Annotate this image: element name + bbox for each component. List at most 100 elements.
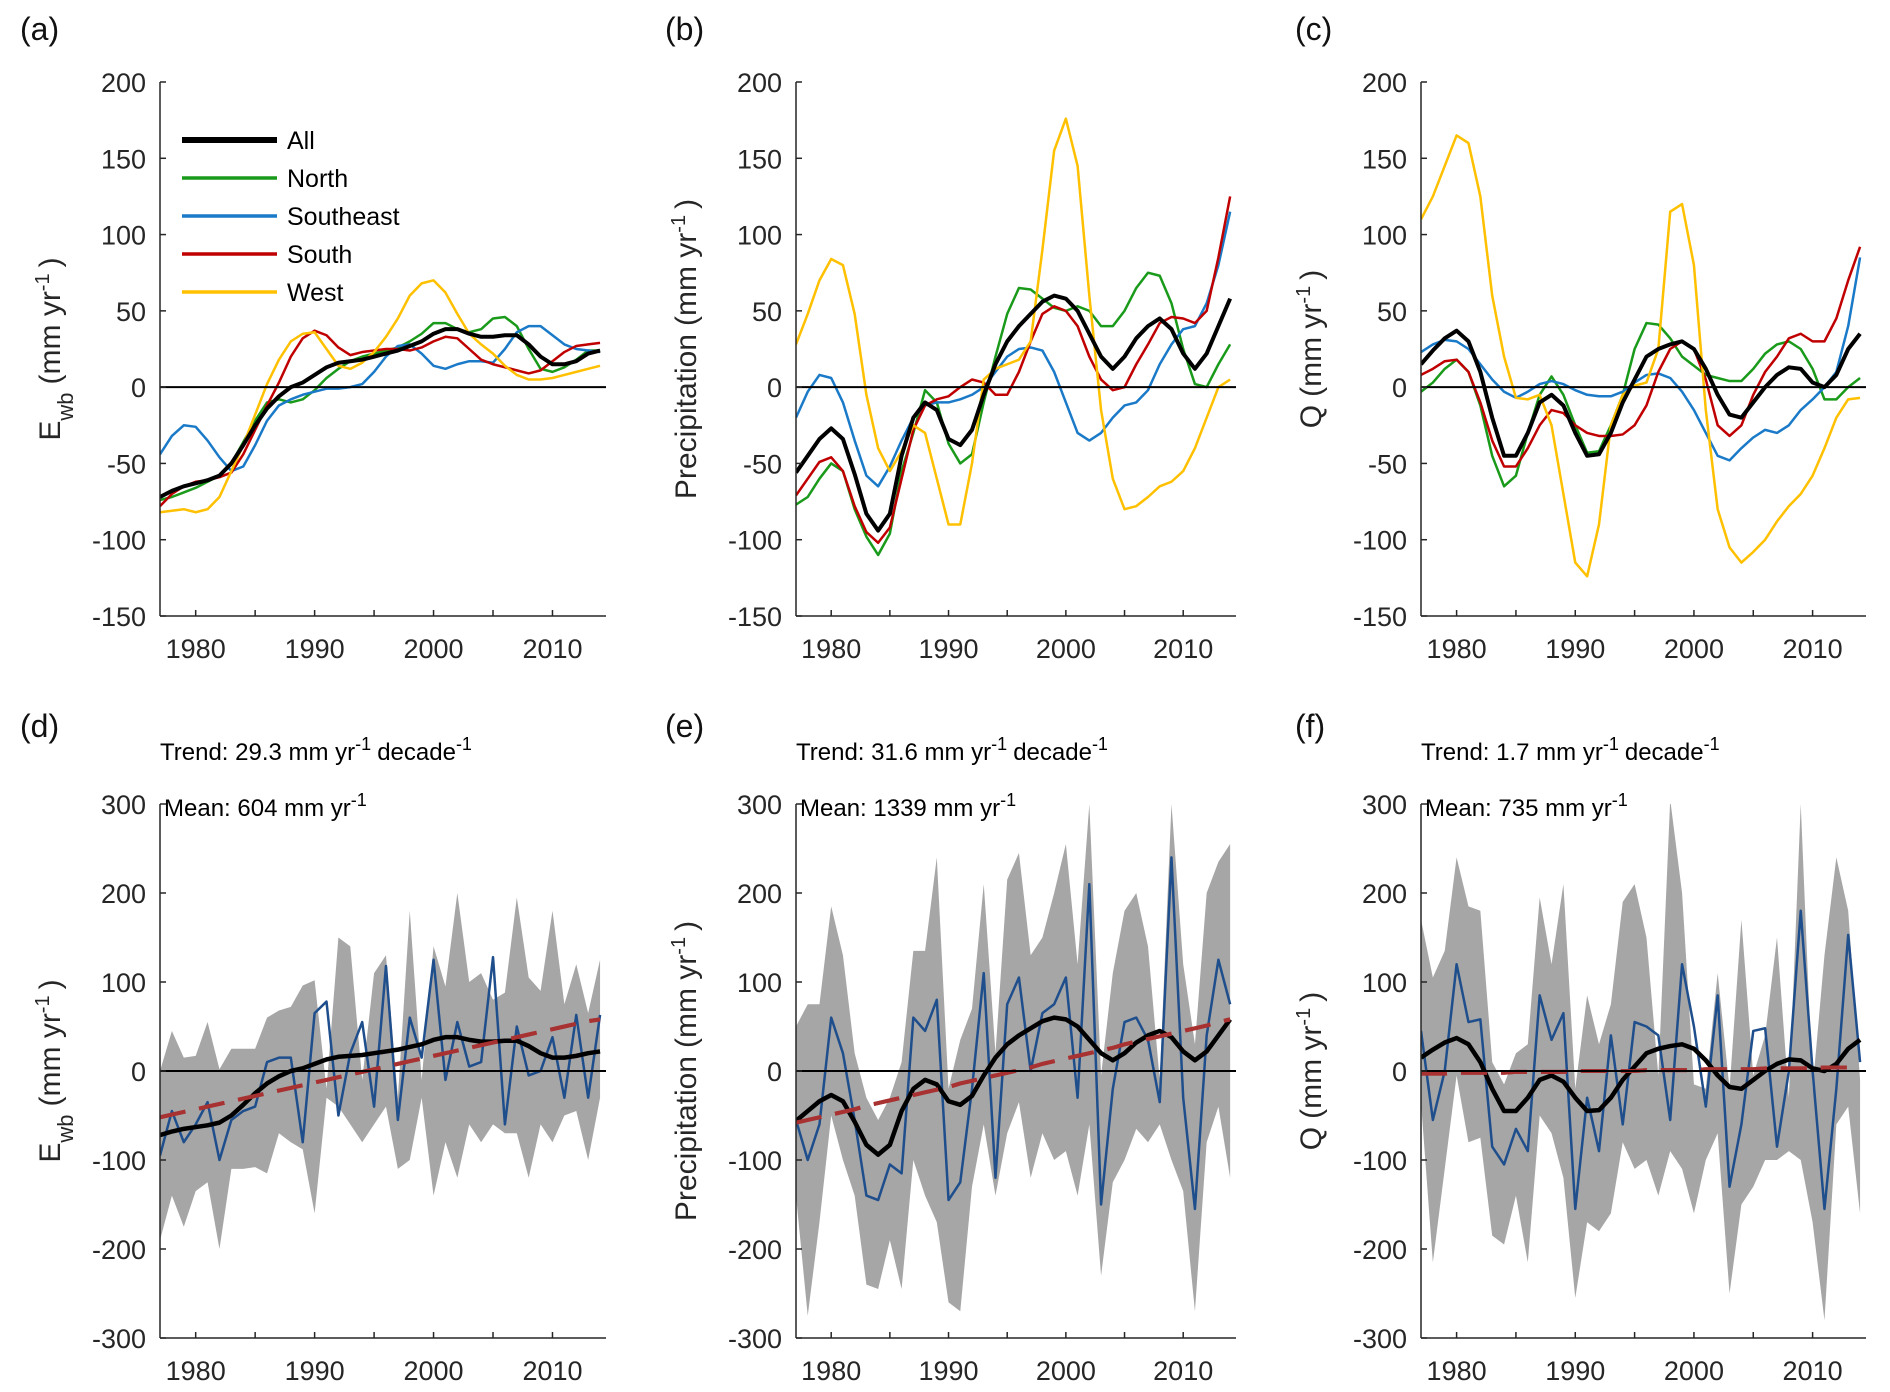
y-tick-label: 100: [101, 221, 146, 251]
y-tick-label: 300: [737, 790, 782, 820]
panel-label: (a): [20, 11, 59, 47]
y-tick-label: 0: [767, 373, 782, 403]
x-tick-label: 2010: [522, 634, 582, 664]
y-tick-label: 150: [737, 144, 782, 174]
series-line-annual: [796, 856, 1232, 1211]
x-tick-label: 2000: [1036, 1356, 1096, 1386]
data-layer: [1421, 804, 1862, 1321]
y-tick-label: -200: [1353, 1235, 1407, 1265]
x-tick-label: 2010: [1153, 634, 1213, 664]
x-tick-label: 1980: [166, 1356, 226, 1386]
y-tick-label: 200: [101, 68, 146, 98]
y-tick-label: -100: [728, 526, 782, 556]
x-tick-label: 1980: [801, 634, 861, 664]
x-tick-label: 1990: [285, 634, 345, 664]
panel-label: (d): [20, 708, 59, 744]
y-tick-label: -100: [92, 1146, 146, 1176]
legend-label-southeast: Southeast: [287, 203, 400, 231]
trend-annotation: Trend: 31.6 mm yr-1 decade-1: [796, 734, 1108, 766]
y-tick-label: -100: [1353, 526, 1407, 556]
mean-prefix: Mean: 604 mm yr: [164, 795, 351, 822]
y-tick-label: 150: [1362, 144, 1407, 174]
y-axis-title: Q (mm yr-1): [1293, 270, 1328, 428]
trend-unit2: decade: [377, 739, 456, 766]
mean-sup: -1: [1000, 790, 1016, 810]
mean-annotation: Mean: 735 mm yr-1: [1425, 790, 1628, 822]
trend-unit2: decade: [1625, 739, 1704, 766]
y-tick-label: -150: [92, 602, 146, 632]
y-tick-label: -300: [1353, 1324, 1407, 1354]
mean-prefix: Mean: 1339 mm yr: [800, 795, 1000, 822]
y-tick-label: -100: [728, 1146, 782, 1176]
y-axis-title-sup: -1: [32, 273, 54, 291]
y-tick-label: 0: [1392, 373, 1407, 403]
series-line-west: [796, 117, 1231, 526]
mean-sup: -1: [1612, 790, 1628, 810]
x-tick-label: 1990: [1545, 1356, 1605, 1386]
data-layer: [1421, 134, 1862, 578]
trend-sup: -1: [991, 734, 1007, 754]
trend-prefix: Trend: 29.3 mm yr: [160, 739, 355, 766]
y-axis-title-sup: -1: [1293, 286, 1315, 304]
trend-annotation: Trend: 29.3 mm yr-1 decade-1: [160, 734, 472, 766]
series-line-southeast: [796, 211, 1232, 488]
y-axis-title-close: ): [34, 257, 67, 267]
trend-sup2: -1: [1092, 734, 1108, 754]
y-tick-label: 100: [737, 968, 782, 998]
trend-sup2: -1: [456, 734, 472, 754]
y-axis-title-main: Precipitation: [670, 334, 703, 499]
x-tick-label: 2010: [1783, 634, 1843, 664]
x-tick-label: 2010: [1153, 1356, 1213, 1386]
y-tick-label: 200: [1362, 68, 1407, 98]
series-line-all: [160, 327, 601, 499]
y-axis-title-close: ): [670, 199, 703, 209]
x-tick-label: 1990: [285, 1356, 345, 1386]
y-tick-label: 150: [101, 144, 146, 174]
y-axis-title-sub: wb: [53, 1114, 78, 1143]
data-layer: [796, 117, 1232, 557]
y-tick-label: 0: [131, 1057, 146, 1087]
series-line-trend-overlay: [160, 1017, 601, 1120]
series-line-south: [1421, 246, 1862, 468]
y-tick-label: -300: [92, 1324, 146, 1354]
y-axis-title-sup: -1: [1293, 1008, 1315, 1026]
y-tick-label: 200: [101, 879, 146, 909]
series-line-west: [1421, 134, 1861, 578]
panel-e: (e) -300 -200 -100 0 100 200 300 1980 1990 2000 201…: [665, 708, 1236, 1386]
y-tick-label: -200: [92, 1235, 146, 1265]
y-tick-label: 50: [1377, 297, 1407, 327]
x-tick-label: 1980: [1427, 1356, 1487, 1386]
series-line-smoothed: [160, 1034, 601, 1138]
y-axis-title-main: Precipitation: [670, 1056, 703, 1221]
y-axis-title-main: Q: [1295, 405, 1328, 428]
panel-label: (c): [1295, 11, 1332, 47]
y-tick-label: 300: [1362, 790, 1407, 820]
series-line-smoothed: [1421, 1035, 1862, 1114]
y-tick-label: 100: [1362, 968, 1407, 998]
panel-a: (a) -150 -100 -50 0 50 100 150 200 1980 1990 2000 20…: [20, 11, 606, 664]
y-tick-label: 100: [101, 968, 146, 998]
y-tick-label: 200: [1362, 879, 1407, 909]
y-axis-title: Precipitation (mm yr-1): [668, 199, 703, 499]
x-tick-label: 2010: [1783, 1356, 1843, 1386]
uncertainty-band: [796, 804, 1231, 1316]
x-tick-label: 2000: [404, 634, 464, 664]
y-axis-title-close: ): [1295, 992, 1328, 1002]
series-line-annual: [160, 955, 602, 1162]
x-tick-label: 1990: [918, 634, 978, 664]
panel-b: (b) -150 -100 -50 0 50 100 150 200 1980 1990 2000 20…: [665, 11, 1236, 664]
panel-c: (c) -150 -100 -50 0 50 100 150 200 1980 1990 2000 20…: [1293, 11, 1866, 664]
data-layer: [796, 804, 1232, 1316]
y-axis-title: Precipitation (mm yr-1): [668, 921, 703, 1221]
y-axis-title-unit: (mm yr: [1295, 1026, 1328, 1119]
y-tick-label: -100: [1353, 1146, 1407, 1176]
panel-d: (d) -300 -200 -100 0 100 200 300 1980 1990 2000 201…: [20, 708, 606, 1386]
series-line-south: [796, 196, 1232, 545]
x-tick-label: 1980: [801, 1356, 861, 1386]
trend-unit2: decade: [1013, 739, 1092, 766]
mean-annotation: Mean: 604 mm yr-1: [164, 790, 367, 822]
y-axis-title-sup: -1: [668, 215, 690, 233]
y-tick-label: 50: [116, 297, 146, 327]
panel-label: (f): [1295, 708, 1325, 744]
y-tick-label: -150: [728, 602, 782, 632]
